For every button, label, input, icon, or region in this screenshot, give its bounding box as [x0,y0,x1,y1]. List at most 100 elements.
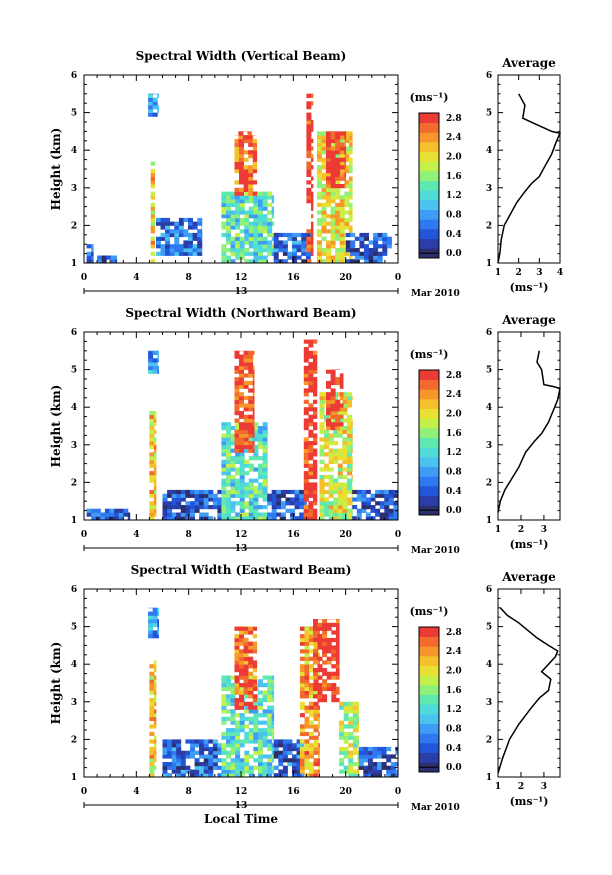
heatmap-cell [313,380,318,386]
heatmap-cell [234,180,240,185]
heatmap-cell [247,135,252,140]
heatmap-cell [165,221,171,226]
heatmap-cell [239,516,245,521]
heatmap-cell [234,448,240,453]
heatmap-cell [235,225,241,230]
heatmap-cell [188,244,193,249]
heatmap-cell [344,138,350,144]
heatmap-cell [342,459,348,464]
heatmap-cell [226,459,231,464]
heatmap-cell [239,478,245,483]
average-y-tick-label: 2 [486,221,492,231]
heatmap-cell [356,512,362,517]
heatmap-cell [328,478,334,483]
heatmap-cell [208,750,214,755]
average-x-tick-label: 1 [495,268,501,278]
heatmap-cell [381,765,387,770]
heatmap-cell [333,459,339,464]
heatmap-cell [393,512,399,517]
heatmap-cell [154,746,157,752]
heatmap-cell [154,505,157,510]
heatmap-cell [335,191,341,196]
heatmap-cell [337,508,343,513]
heatmap-cell [308,343,314,348]
heatmap-cell [306,93,312,98]
heatmap-cell [178,251,184,256]
heatmap-cell [230,758,236,763]
heatmap-cell [253,229,259,234]
heatmap-cell [176,762,182,767]
heatmap-cell [370,508,376,513]
heatmap-cell [104,516,110,521]
heatmap-cell [115,255,118,260]
heatmap-cell [271,705,275,710]
heatmap-cell [252,441,255,446]
heatmap-cell [197,217,203,223]
heatmap-cell [165,244,171,249]
heatmap-cell [363,750,369,755]
colorbar-swatch [419,151,439,162]
heatmap-cell [208,497,214,502]
heatmap-cell [287,743,293,748]
heatmap-cell [321,195,327,200]
heatmap-cell [252,698,258,703]
heatmap-cell [292,248,297,253]
heatmap-cell [335,161,341,166]
heatmap-cell [226,426,231,431]
heatmap-cell [178,244,184,249]
colorbar-swatch [419,723,439,734]
heatmap-cell [313,735,319,740]
heatmap-cell [248,232,254,238]
heatmap-cell [342,508,348,513]
heatmap-cell [221,765,227,770]
heatmap-cell [311,176,314,181]
heatmap-cell [262,456,268,461]
heatmap-cell [248,418,254,423]
heatmap-cell [301,743,305,748]
heatmap-cell [317,637,323,643]
heatmap-cell [377,762,383,767]
heatmap-cell [304,690,310,695]
heatmap-cell [347,497,352,502]
heatmap-cell [239,180,244,185]
heatmap-cell [316,180,322,185]
heatmap-cell [127,512,131,517]
heatmap-cell [226,471,231,476]
heatmap-cell [258,746,263,752]
heatmap-cell [252,433,255,438]
heatmap-cell [104,508,110,513]
heatmap-cell [194,743,200,748]
heatmap-cell [309,713,314,718]
heatmap-cell [326,626,332,631]
heatmap-cell [235,255,241,260]
heatmap-cell [299,675,305,680]
heatmap-cell [303,411,309,416]
heatmap-cell [252,384,255,389]
heatmap-cell [162,773,168,778]
heatmap-cell [221,505,227,510]
heatmap-cell [313,713,319,718]
heatmap-cell [328,486,334,491]
heatmap-cell [253,467,259,472]
heatmap-cell [239,199,245,204]
heatmap-cell [162,746,168,752]
heatmap-cell [303,441,309,446]
heatmap-cell [262,459,268,464]
heatmap-cell [194,773,200,778]
heatmap-cell [239,489,245,495]
heatmap-cell [317,694,323,699]
heatmap-cell [324,501,330,506]
heatmap-cell [370,497,376,502]
heatmap-cell [188,236,193,241]
heatmap-cell [230,773,236,778]
heatmap-cell [335,187,341,192]
heatmap-cell [330,135,336,140]
heatmap-cell [382,244,388,249]
heatmap-cell [188,221,193,226]
heatmap-cell [348,724,354,729]
heatmap-cell [154,735,157,740]
heatmap-cell [330,172,336,177]
heatmap-cell [316,138,322,144]
heatmap-cell [347,459,352,464]
heatmap-cell [321,229,327,234]
